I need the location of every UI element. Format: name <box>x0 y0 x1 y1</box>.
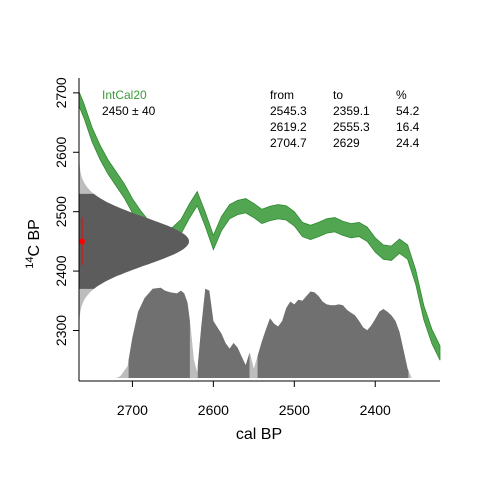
legend-row-1-percent: 54.2 <box>396 104 420 118</box>
legend-row-2-from: 2619.2 <box>270 120 307 134</box>
x-axis-label: cal BP <box>236 426 282 443</box>
hpd-range-2-area <box>197 288 250 378</box>
y-axis-label-text: C BP <box>26 219 43 256</box>
hpd-legend: from to % 2545.3 2359.1 54.2 2619.2 2555… <box>270 88 420 150</box>
measurement-2sigma-area <box>79 193 189 289</box>
posterior-probability-layer <box>116 287 412 378</box>
y-tick-label-2400: 2400 <box>53 255 69 286</box>
legend-row-3-from: 2704.7 <box>270 136 307 150</box>
axes-layer: 2300 2400 2500 2600 2700 2700 2600 2500 2400 <box>53 77 440 418</box>
y-axis-label-superscript: 14 <box>24 257 36 269</box>
y-tick-label-2300: 2300 <box>53 315 69 346</box>
curve-name-label: IntCal20 <box>102 88 147 102</box>
legend-row-3-percent: 24.4 <box>396 136 420 150</box>
x-tick-label-2400: 2400 <box>360 402 391 418</box>
measurement-label: 2450 ± 40 <box>102 104 156 118</box>
y-tick-label-2500: 2500 <box>53 196 69 227</box>
x-tick-label-2700: 2700 <box>117 402 148 418</box>
legend-row-2-to: 2555.3 <box>333 120 370 134</box>
y-tick-label-2600: 2600 <box>53 136 69 167</box>
legend-row-3-to: 2629 <box>333 136 360 150</box>
legend-header-to: to <box>333 88 343 102</box>
hpd-range-1-area <box>257 291 409 378</box>
legend-row-2-percent: 16.4 <box>396 120 420 134</box>
legend-header-percent: % <box>396 88 407 102</box>
measurement-point <box>79 238 85 245</box>
legend-row-1-to: 2359.1 <box>333 104 370 118</box>
measurement-layer <box>79 134 189 349</box>
x-tick-label-2600: 2600 <box>198 402 229 418</box>
hpd-range-3-area <box>128 287 190 378</box>
x-tick-label-2500: 2500 <box>279 402 310 418</box>
legend-row-1-from: 2545.3 <box>270 104 307 118</box>
y-axis-label: 14C BP <box>24 219 43 269</box>
y-tick-label-2700: 2700 <box>53 77 69 108</box>
legend-header-from: from <box>270 88 294 102</box>
